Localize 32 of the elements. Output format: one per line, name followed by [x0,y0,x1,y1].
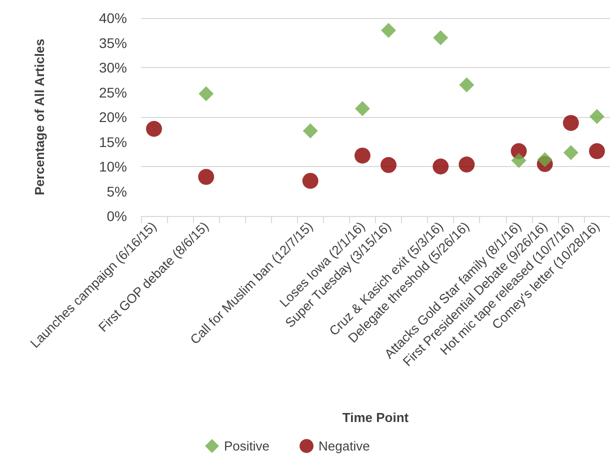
y-tick-label: 10% [98,158,127,174]
point [198,168,214,185]
point [433,30,448,46]
point [146,120,162,137]
point [589,109,604,124]
point [380,157,397,174]
point [432,158,449,174]
legend-label: Positive [224,438,270,454]
point [588,143,605,160]
y-tick-label: 5% [106,183,127,200]
point [198,86,214,102]
point [302,123,318,138]
y-tick-label: 20% [98,109,127,125]
point [302,172,318,189]
y-tick-label: 30% [98,60,127,76]
point [537,152,552,168]
point [563,145,578,160]
y-tick-label: 15% [98,134,127,150]
y-tick-label: 35% [98,34,127,51]
y-tick-label: 25% [98,84,127,100]
x-axis-title: Time Point [342,410,410,425]
point [562,114,579,131]
point [354,148,370,164]
point [381,22,396,38]
legend-label: Negative [318,438,370,454]
y-tick-label: 0% [106,208,127,224]
point [511,153,526,168]
point [459,77,474,92]
point [458,156,475,173]
point [354,101,370,116]
y-tick-label: 40% [98,10,127,26]
y-axis-title: Percentage of All Articles [32,38,47,196]
